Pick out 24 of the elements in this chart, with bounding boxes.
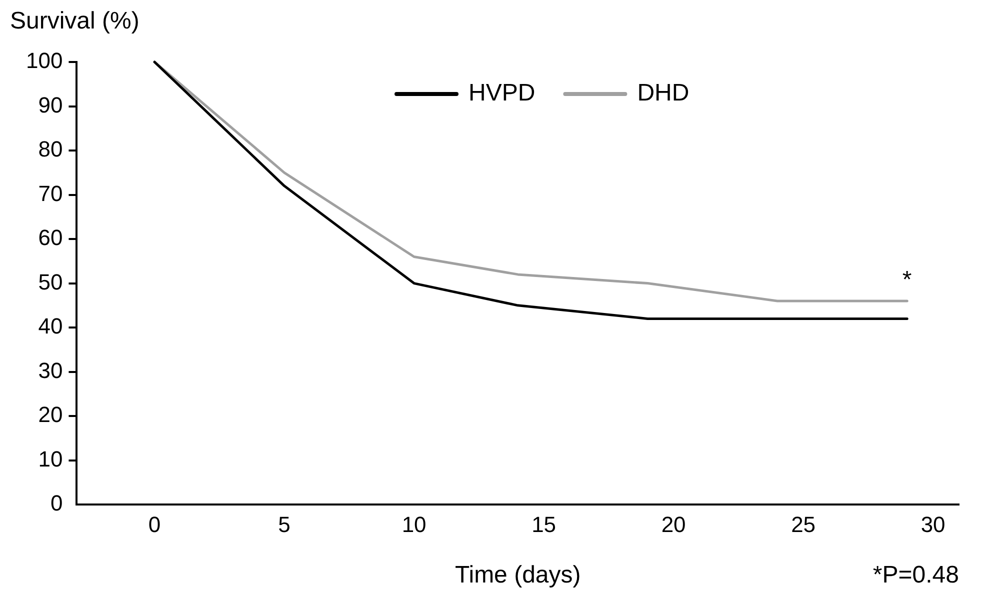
- y-tick-label: 90: [38, 92, 63, 118]
- text: *P=0.48: [872, 562, 959, 589]
- legend-label: HVPD: [468, 80, 536, 107]
- x-tick-label: 0: [148, 512, 161, 537]
- x-tick-label: 15: [532, 512, 556, 537]
- x-tick-label: 20: [661, 512, 686, 537]
- y-tick-label: 50: [38, 269, 63, 294]
- y-tick-label: 100: [26, 48, 63, 74]
- y-tick-label: 60: [38, 225, 63, 250]
- y-tick-label: 20: [38, 402, 63, 428]
- legend-label: DHD: [637, 80, 690, 107]
- y-tick-label: 40: [38, 314, 63, 339]
- y-tick-label: 10: [38, 446, 63, 472]
- x-tick-label: 30: [920, 512, 946, 537]
- y-tick-label: 0: [50, 490, 63, 516]
- x-axis-title: Time (days): [454, 562, 581, 589]
- x-tick-label: 5: [278, 512, 290, 537]
- x-tick-label: 25: [791, 512, 816, 537]
- y-tick-label: 80: [38, 136, 63, 162]
- annotation: *: [902, 266, 912, 294]
- y-tick-label: 70: [38, 180, 63, 206]
- y-axis-title: Survival (%): [10, 8, 140, 35]
- y-tick-label: 30: [38, 358, 63, 383]
- x-tick-label: 10: [402, 512, 426, 537]
